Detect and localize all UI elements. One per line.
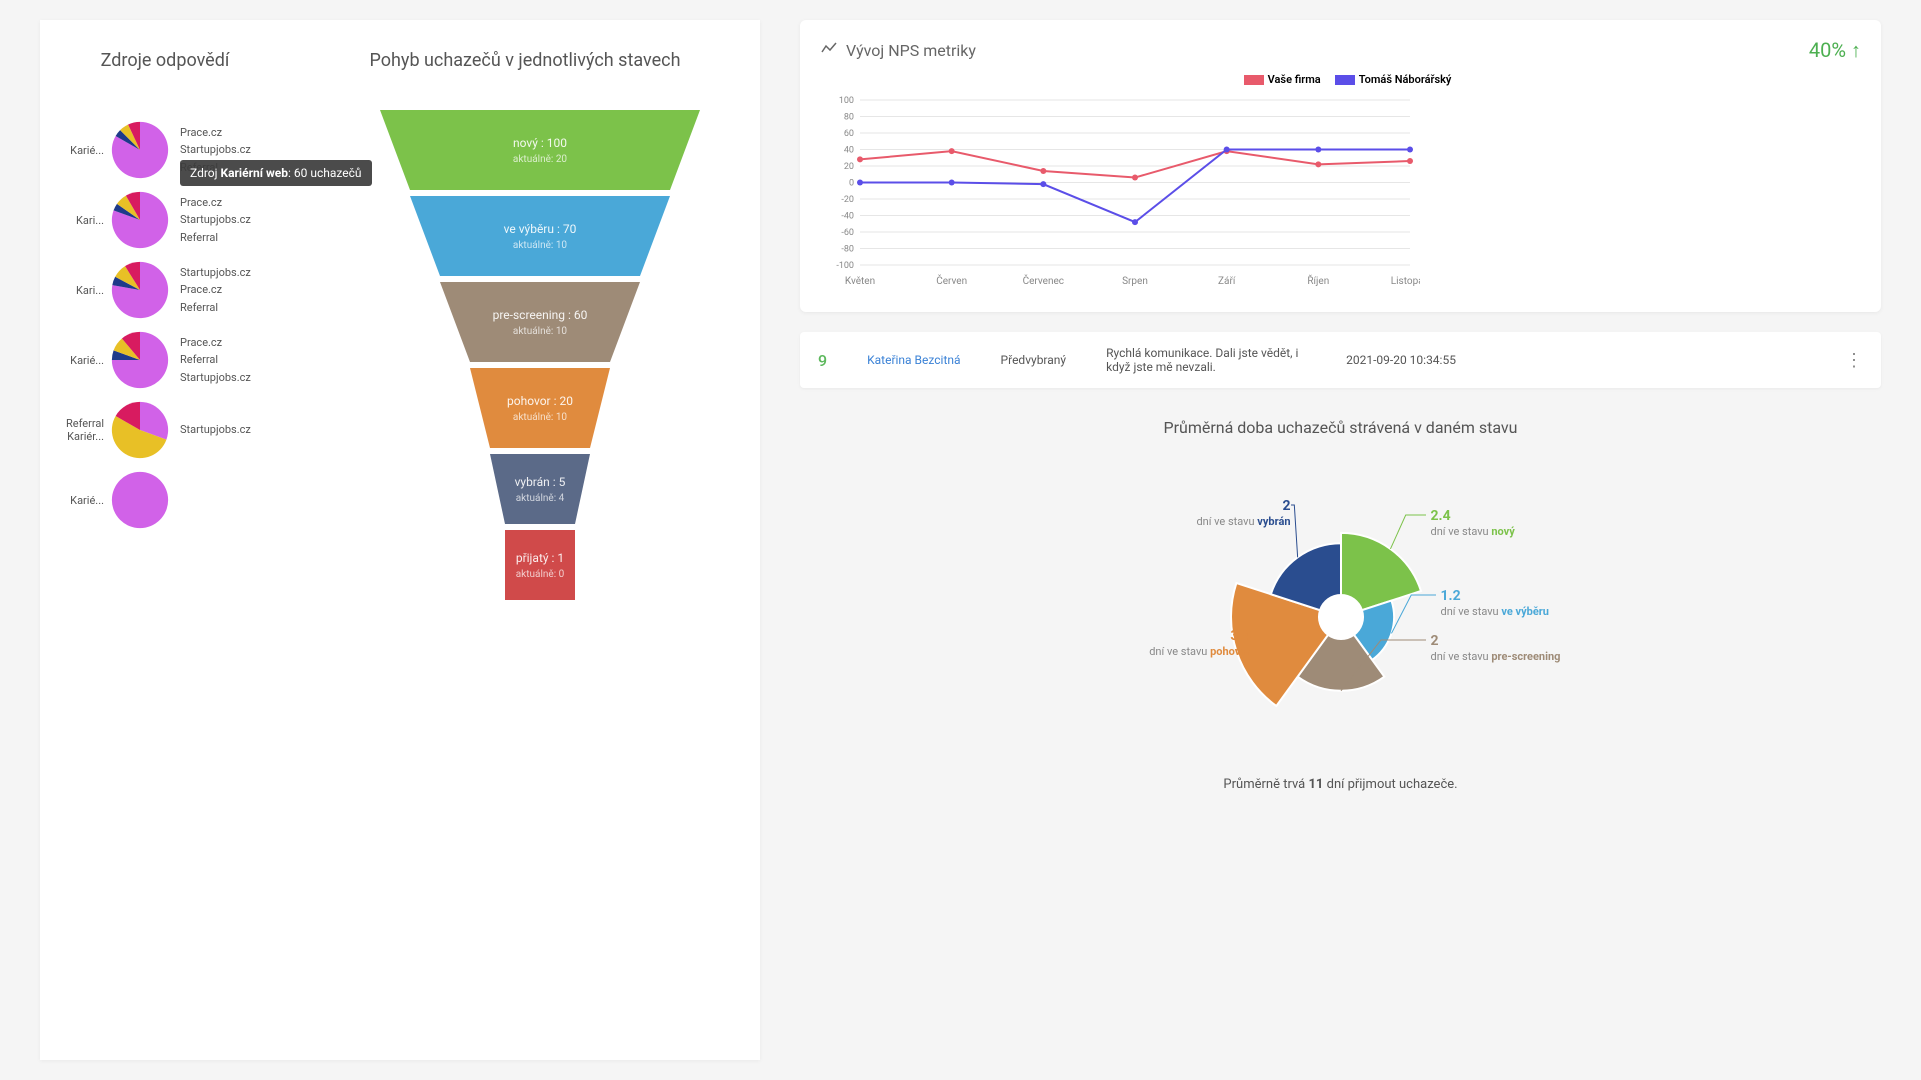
svg-text:Květen: Květen bbox=[845, 276, 875, 287]
pie-chart bbox=[110, 120, 170, 180]
pie-tooltip: Zdroj Kariérní web: 60 uchazečů bbox=[180, 160, 372, 186]
left-panel: Zdroje odpovědí Pohyb uchazečů v jednotl… bbox=[40, 20, 760, 1060]
svg-text:Červen: Červen bbox=[936, 273, 967, 287]
right-column: Vývoj NPS metriky 40% ↑ Vaše firmaTomáš … bbox=[800, 20, 1881, 1060]
pie-row: ReferralKariér... Startupjobs.cz bbox=[50, 400, 330, 460]
polar-summary: Průměrně trvá 11 dní přijmout uchazeče. bbox=[800, 777, 1881, 792]
pie-right-labels: Startupjobs.czPrace.czReferral bbox=[170, 264, 251, 317]
svg-text:60: 60 bbox=[844, 129, 854, 139]
pie-charts-column: Karié...Prace.czStartupjobs.czReferralKa… bbox=[50, 80, 330, 1030]
pie-left-label: Karié... bbox=[50, 144, 110, 157]
pie-chart bbox=[110, 190, 170, 250]
pie-left-label: Karié... bbox=[50, 494, 110, 507]
feedback-comment: Rychlá komunikace. Dali jste vědět, i kd… bbox=[1106, 346, 1306, 374]
svg-text:-60: -60 bbox=[841, 228, 854, 238]
funnel-stage: nový : 100aktuálně: 20 bbox=[380, 110, 700, 190]
pie-row: Karié... Prace.czReferralStartupjobs.cz bbox=[50, 330, 330, 390]
nps-metric: 40% ↑ bbox=[1809, 38, 1861, 63]
svg-text:40: 40 bbox=[844, 146, 854, 156]
nps-title: Vývoj NPS metriky bbox=[846, 41, 976, 60]
nps-line-chart: 100 80 60 40 20 0 -20 -40 -60 -80 -100 Květen Červen… bbox=[820, 90, 1420, 290]
svg-text:-20: -20 bbox=[841, 195, 854, 205]
svg-text:100: 100 bbox=[839, 96, 854, 106]
polar-section: Průměrná doba uchazečů strávená v daném … bbox=[800, 408, 1881, 792]
svg-text:Srpen: Srpen bbox=[1122, 276, 1148, 287]
nps-card: Vývoj NPS metriky 40% ↑ Vaše firmaTomáš … bbox=[800, 20, 1881, 312]
feedback-name[interactable]: Kateřina Bezcitná bbox=[867, 353, 960, 367]
svg-text:-80: -80 bbox=[841, 245, 854, 255]
svg-text:20: 20 bbox=[844, 162, 854, 172]
polar-slice-label: 1.2dní ve stavu ve výběru bbox=[1441, 587, 1549, 619]
pie-right-labels: Startupjobs.cz bbox=[170, 421, 251, 439]
pie-left-label: Karié... bbox=[50, 354, 110, 367]
svg-text:-100: -100 bbox=[836, 261, 854, 271]
pie-right-labels: Prace.czStartupjobs.czReferral bbox=[170, 194, 251, 247]
pie-row: Kari... Startupjobs.czPrace.czReferral bbox=[50, 260, 330, 320]
pie-row: Kari... Prace.czStartupjobs.czReferral bbox=[50, 190, 330, 250]
polar-slice-label: 2dní ve stavu vybrán bbox=[1151, 497, 1291, 529]
funnel-stage: vybrán : 5aktuálně: 4 bbox=[490, 454, 590, 524]
funnel-stage: přijatý : 1aktuálně: 0 bbox=[505, 530, 575, 600]
svg-text:Listopad: Listopad bbox=[1391, 276, 1420, 287]
feedback-row: 9 Kateřina Bezcitná Předvybraný Rychlá k… bbox=[800, 332, 1881, 388]
pie-chart bbox=[110, 470, 170, 530]
polar-title: Průměrná doba uchazečů strávená v daném … bbox=[800, 418, 1881, 437]
pie-right-labels: Prace.czReferralStartupjobs.cz bbox=[170, 334, 251, 387]
feedback-timestamp: 2021-09-20 10:34:55 bbox=[1346, 353, 1456, 367]
sources-title: Zdroje odpovědí bbox=[40, 50, 290, 71]
nps-legend: Vaše firmaTomáš Náborářský bbox=[820, 73, 1861, 86]
svg-text:0: 0 bbox=[849, 179, 854, 189]
funnel-stage: pre-screening : 60aktuálně: 10 bbox=[440, 282, 640, 362]
svg-text:-40: -40 bbox=[841, 212, 854, 222]
svg-text:Říjen: Říjen bbox=[1307, 274, 1329, 287]
pie-row: Karié... bbox=[50, 470, 330, 530]
polar-slice-label: 3.4dní ve stavu pohovor bbox=[1111, 627, 1251, 659]
funnel-title: Pohyb uchazečů v jednotlivých stavech bbox=[290, 50, 760, 71]
svg-text:Září: Září bbox=[1218, 276, 1236, 287]
funnel-stage: ve výběru : 70aktuálně: 10 bbox=[410, 196, 670, 276]
funnel-chart: nový : 100aktuálně: 20ve výběru : 70aktu… bbox=[330, 80, 750, 1030]
pie-chart bbox=[110, 260, 170, 320]
feedback-score: 9 bbox=[818, 351, 827, 370]
pie-left-label: Kari... bbox=[50, 214, 110, 227]
pie-left-label: ReferralKariér... bbox=[50, 417, 110, 443]
pie-left-label: Kari... bbox=[50, 284, 110, 297]
arrow-up-icon: ↑ bbox=[1851, 38, 1861, 62]
funnel-stage: pohovor : 20aktuálně: 10 bbox=[470, 368, 610, 448]
trend-icon bbox=[820, 40, 838, 62]
more-icon[interactable]: ⋮ bbox=[1845, 350, 1863, 371]
pie-chart bbox=[110, 330, 170, 390]
pie-chart bbox=[110, 400, 170, 460]
svg-text:80: 80 bbox=[844, 113, 854, 123]
polar-chart: 2.4dní ve stavu nový 1.2dní ve stavu ve v… bbox=[1031, 457, 1651, 757]
svg-text:Červenec: Červenec bbox=[1023, 273, 1064, 287]
feedback-status: Předvybraný bbox=[1001, 353, 1067, 367]
polar-slice-label: 2.4dní ve stavu nový bbox=[1431, 507, 1515, 539]
polar-slice-label: 2dní ve stavu pre-screening bbox=[1431, 632, 1561, 664]
